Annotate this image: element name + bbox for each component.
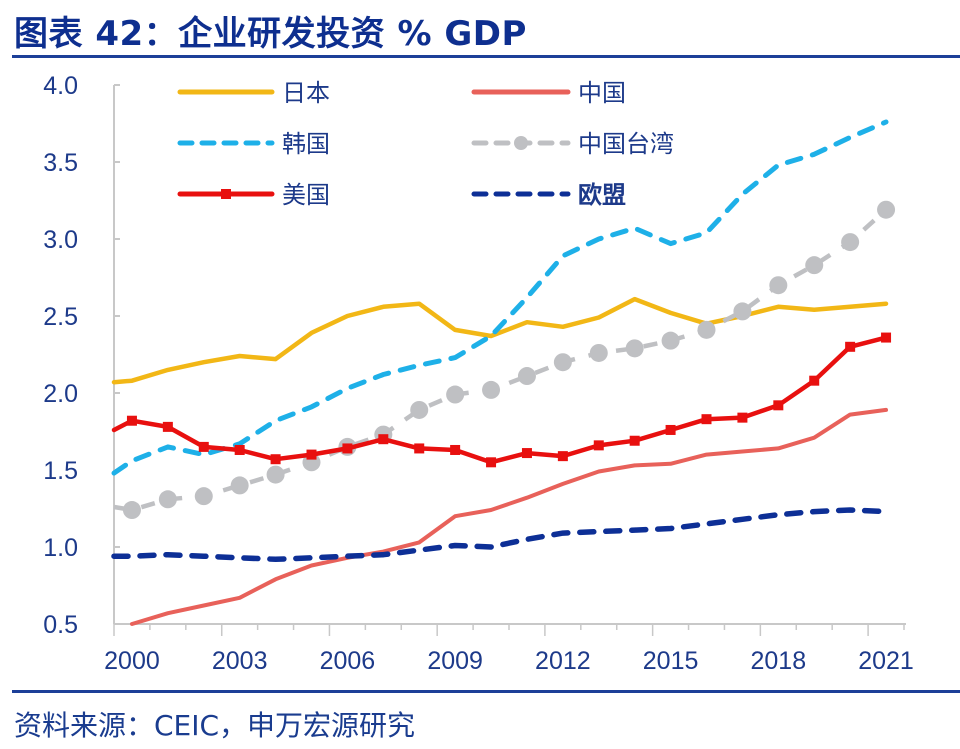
legend-marker: [514, 136, 528, 150]
legend-label: 日本: [282, 79, 330, 107]
x-tick-label: 2000: [104, 647, 160, 675]
footer-divider: [12, 690, 960, 693]
data-point: [266, 465, 285, 484]
series-中国台湾: [113, 200, 896, 520]
x-tick-label: 2018: [751, 647, 807, 675]
y-tick-label: 2.5: [43, 303, 78, 331]
data-point: [629, 435, 640, 446]
data-point: [521, 448, 532, 459]
data-point: [589, 343, 608, 362]
data-point: [234, 444, 245, 455]
legend-item: 欧盟: [471, 181, 626, 209]
data-point: [733, 302, 752, 321]
series-欧盟: [111, 507, 889, 563]
data-point: [769, 276, 788, 295]
x-tick-label: 2006: [320, 647, 376, 675]
y-tick-label: 3.0: [43, 226, 78, 254]
data-point: [482, 380, 501, 399]
data-point: [881, 332, 892, 343]
data-point: [625, 339, 644, 358]
series-中国: [130, 407, 888, 626]
data-point: [158, 490, 177, 509]
axes: 0.5 1.0 1.5 2.0 2.5 3.0 3.5 4.0 2000 2003 2006 2009…: [43, 72, 914, 675]
data-point: [553, 353, 572, 372]
x-tick-label: 2021: [858, 647, 914, 675]
y-tick-label: 1.0: [43, 534, 78, 562]
data-point: [773, 400, 784, 411]
data-point: [414, 443, 425, 454]
title-divider: [12, 55, 960, 58]
y-tick-label: 3.5: [43, 149, 78, 177]
series-line: [111, 119, 889, 476]
data-point: [701, 414, 712, 425]
legend-label: 中国: [578, 79, 626, 107]
data-point: [557, 451, 568, 462]
y-tick-label: 0.5: [43, 611, 78, 639]
legend-label: 欧盟: [578, 181, 626, 209]
data-point: [877, 200, 896, 219]
y-tick-label: 2.0: [43, 380, 78, 408]
data-point: [410, 400, 429, 419]
data-point: [697, 320, 716, 339]
data-point: [378, 434, 389, 445]
series-line: [111, 507, 889, 563]
chart-title: 图表 42：企业研发投资 % GDP: [14, 14, 527, 54]
source-note: 资料来源：CEIC，申万宏源研究: [14, 709, 416, 742]
data-point: [162, 421, 173, 432]
data-point: [809, 375, 820, 386]
data-point: [194, 487, 213, 506]
legend-item: 中国: [471, 79, 626, 107]
legend-item: 韩国: [177, 130, 330, 158]
data-point: [517, 367, 536, 386]
series-日本: [111, 296, 889, 385]
x-tick-label: 2012: [535, 647, 591, 675]
data-point: [661, 331, 680, 350]
data-point: [230, 476, 249, 495]
data-point: [446, 385, 465, 404]
data-point: [306, 449, 317, 460]
series-line: [111, 296, 889, 385]
data-point: [270, 454, 281, 465]
data-point: [593, 440, 604, 451]
data-point: [342, 443, 353, 454]
series-line: [130, 407, 888, 626]
data-point: [845, 341, 856, 352]
data-point: [198, 441, 209, 452]
legend-label: 中国台湾: [578, 130, 674, 158]
legend-label: 韩国: [282, 130, 330, 158]
x-tick-label: 2009: [427, 647, 483, 675]
series-layer: [111, 119, 896, 626]
series-美国: [111, 332, 892, 468]
legend-label: 美国: [282, 181, 330, 209]
data-point: [805, 256, 824, 275]
legend-item: 中国台湾: [471, 130, 674, 158]
series-韩国: [111, 119, 889, 476]
data-point: [122, 501, 141, 520]
data-point: [841, 233, 860, 252]
data-point: [450, 444, 461, 455]
data-point: [737, 412, 748, 423]
data-point: [486, 457, 497, 468]
legend-marker: [221, 189, 231, 199]
data-point: [665, 424, 676, 435]
x-tick-label: 2003: [212, 647, 268, 675]
y-tick-label: 1.5: [43, 457, 78, 485]
x-tick-label: 2015: [643, 647, 699, 675]
data-point: [126, 415, 137, 426]
y-tick-label: 4.0: [43, 72, 78, 100]
legend-item: 日本: [177, 79, 330, 107]
legend-item: 美国: [177, 181, 330, 209]
